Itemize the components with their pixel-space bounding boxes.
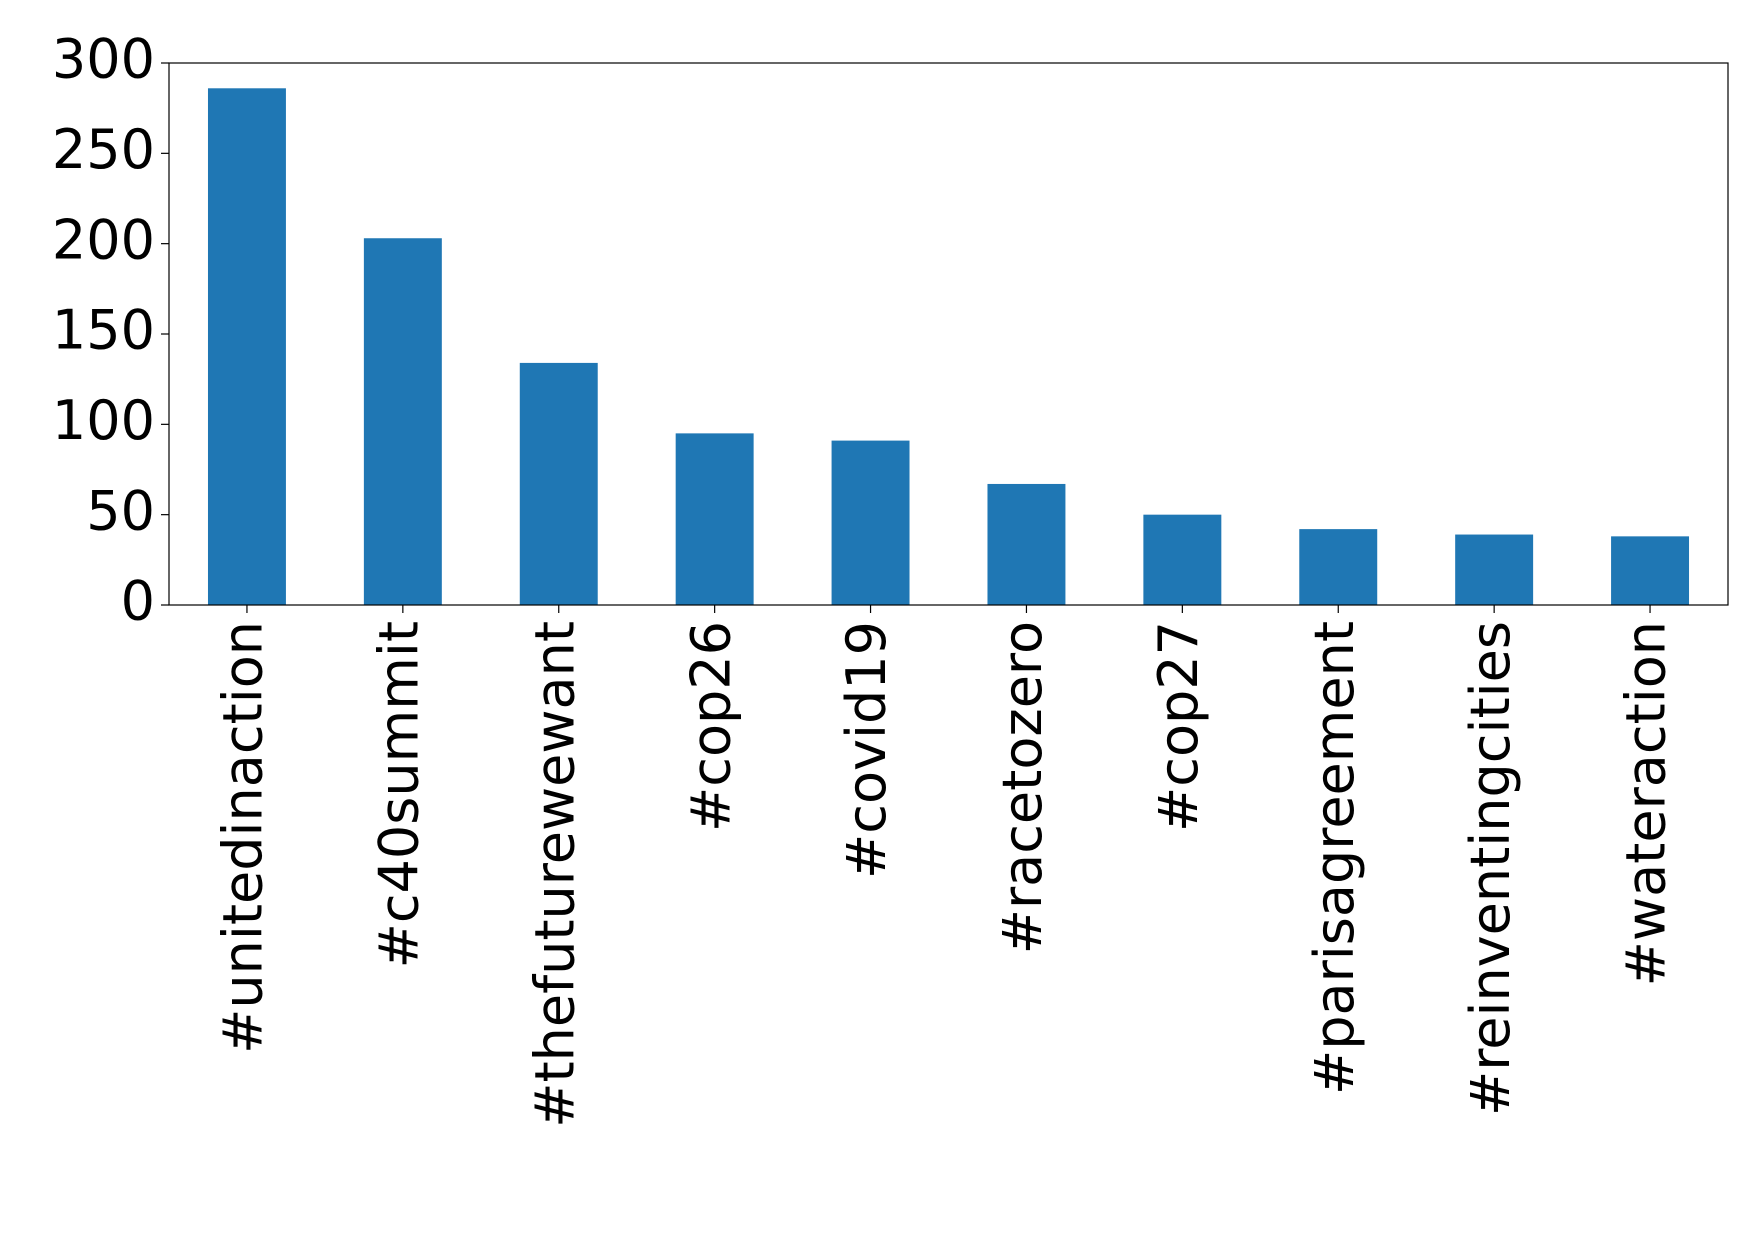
bar <box>207 88 286 605</box>
x-tick-label: #reinventingcities <box>1459 621 1522 1116</box>
x-tick-label: #cop27 <box>1147 621 1210 832</box>
x-tick-label: #c40summit <box>367 621 430 968</box>
y-tick-label: 50 <box>86 479 155 542</box>
bar <box>831 440 910 605</box>
x-tick-label: #parisagreement <box>1303 621 1366 1095</box>
bar <box>519 362 598 605</box>
plot-frame <box>168 62 1729 606</box>
x-tick-label: #thefuturewewant <box>523 621 586 1128</box>
y-tick-label: 250 <box>52 118 155 181</box>
bar <box>363 238 442 605</box>
bar <box>1455 534 1534 605</box>
x-tick-label: #racetozero <box>991 621 1054 954</box>
x-tick-label: #covid19 <box>835 621 898 879</box>
y-tick-label: 100 <box>52 389 155 452</box>
bar <box>1611 536 1690 605</box>
y-tick-label: 300 <box>52 28 155 91</box>
y-tick-label: 0 <box>121 570 155 633</box>
bar <box>1143 514 1222 605</box>
y-tick-label: 200 <box>52 208 155 271</box>
x-tick-label: #wateraction <box>1615 621 1678 986</box>
x-tick-label: #unitedinaction <box>212 621 275 1054</box>
x-tick-label: #cop26 <box>679 621 742 832</box>
bar <box>675 433 754 605</box>
y-tick-label: 150 <box>52 299 155 362</box>
bar <box>987 483 1066 605</box>
bar <box>1299 529 1378 605</box>
